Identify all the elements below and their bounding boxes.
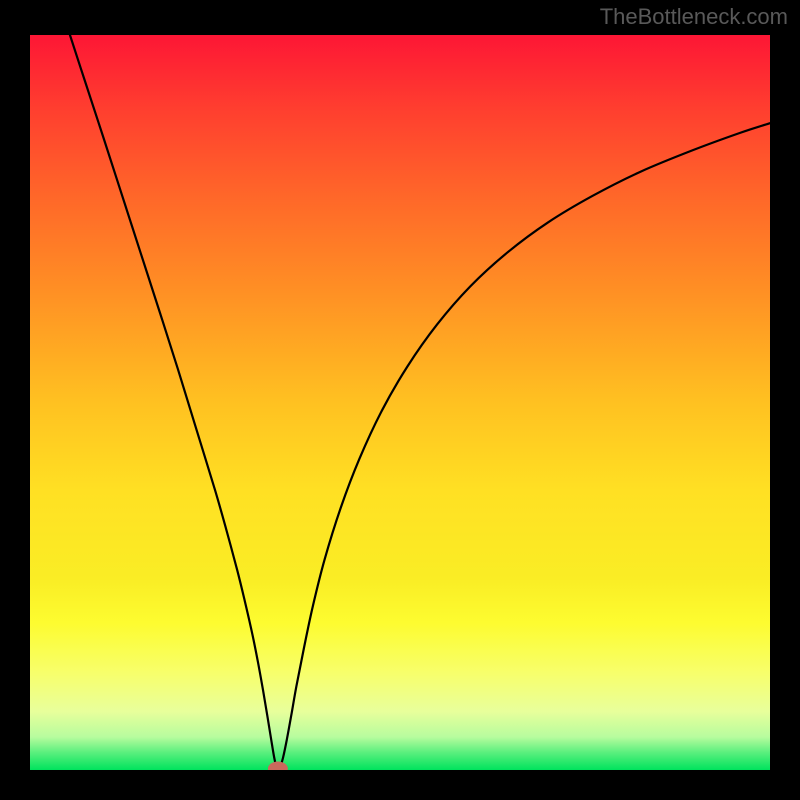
watermark-text: TheBottleneck.com [600, 4, 788, 30]
bottleneck-chart [0, 0, 800, 800]
gradient-background [30, 35, 770, 770]
chart-frame: TheBottleneck.com [0, 0, 800, 800]
